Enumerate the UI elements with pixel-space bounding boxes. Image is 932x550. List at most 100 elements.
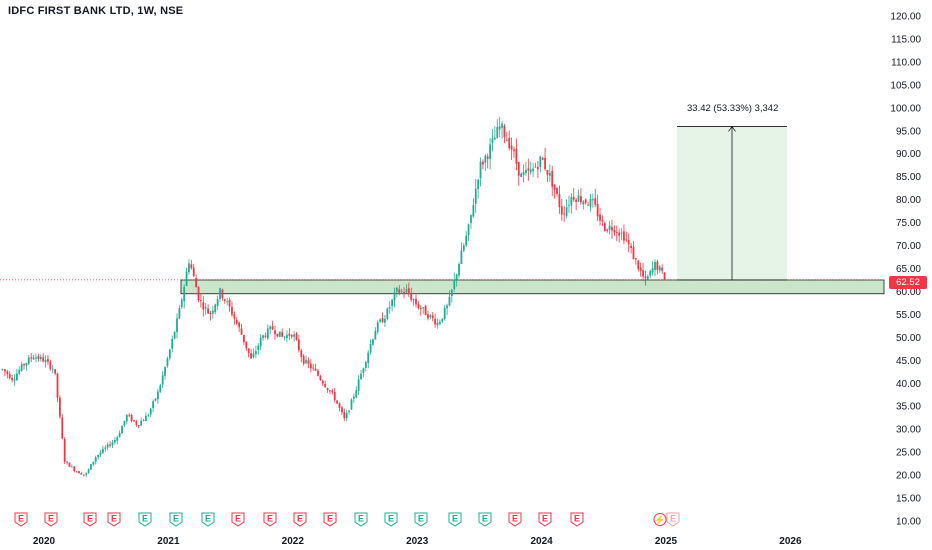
candle-body xyxy=(362,368,365,373)
earnings-event-icon[interactable]: E xyxy=(201,512,215,527)
candle-body xyxy=(42,357,45,362)
candle-body xyxy=(484,155,487,163)
candle-body xyxy=(73,466,76,472)
candle-body xyxy=(410,293,413,300)
candle-body xyxy=(149,408,152,415)
candle-body xyxy=(594,198,597,205)
candle-body xyxy=(264,335,267,337)
candle-body xyxy=(520,173,523,177)
candle-body xyxy=(577,195,580,202)
candle-body xyxy=(493,137,496,140)
candle-body xyxy=(606,229,609,231)
svg-text:E: E xyxy=(142,514,148,524)
candle-body xyxy=(379,319,382,322)
candle-body xyxy=(245,341,248,349)
events-row[interactable]: E E E E E E E E E E E E E E E E E E E ⚡ E xyxy=(14,512,680,527)
candle-body xyxy=(314,368,317,371)
candle-body xyxy=(326,388,329,390)
candle-body xyxy=(295,333,298,340)
candle-body xyxy=(419,308,422,310)
candle-body xyxy=(94,457,97,462)
candle-body xyxy=(147,414,150,416)
candle-body xyxy=(44,360,47,363)
candle-body xyxy=(649,270,652,276)
earnings-event-icon[interactable]: E xyxy=(169,512,183,527)
candle-body xyxy=(634,258,637,260)
candle-body xyxy=(252,353,255,358)
y-tick-label: 10.00 xyxy=(896,517,921,528)
y-tick-label: 50.00 xyxy=(896,333,921,344)
earnings-event-icon[interactable]: E xyxy=(323,512,337,527)
candle-body xyxy=(560,206,563,215)
candle-body xyxy=(164,367,166,376)
candle-body xyxy=(472,204,475,217)
measure-tool-layer[interactable] xyxy=(677,125,787,281)
x-tick-label: 2022 xyxy=(282,536,305,547)
candle-body xyxy=(434,318,437,325)
candle-body xyxy=(443,308,446,320)
earnings-event-icon[interactable]: E xyxy=(478,512,492,527)
candle-body xyxy=(202,302,205,310)
earnings-event-icon[interactable]: E xyxy=(263,512,277,527)
earnings-event-icon[interactable]: E xyxy=(538,512,552,527)
candle-body xyxy=(613,229,616,233)
earnings-event-icon[interactable]: E xyxy=(570,512,584,527)
candle-body xyxy=(39,356,42,360)
candle-body xyxy=(243,334,245,343)
earnings-event-icon[interactable]: E xyxy=(448,512,462,527)
earnings-event-icon[interactable]: E xyxy=(384,512,398,527)
candle-body xyxy=(307,360,310,364)
earnings-event-icon[interactable]: E xyxy=(666,512,680,527)
candle-body xyxy=(400,290,403,292)
candle-body xyxy=(266,328,269,339)
candle-body xyxy=(54,369,57,374)
candle-body xyxy=(302,355,305,364)
candle-body xyxy=(386,308,389,320)
candle-body xyxy=(288,333,291,336)
earnings-event-icon[interactable]: E xyxy=(414,512,428,527)
candle-body xyxy=(343,412,346,419)
earnings-event-icon[interactable]: E xyxy=(231,512,245,527)
candle-body xyxy=(238,322,241,328)
earnings-event-icon[interactable]: E xyxy=(83,512,97,527)
earnings-event-icon[interactable]: E xyxy=(354,512,368,527)
svg-text:E: E xyxy=(173,514,179,524)
candle-body xyxy=(152,401,155,408)
candle-body xyxy=(128,415,131,417)
y-tick-label: 30.00 xyxy=(896,425,921,436)
support-zone-rect[interactable] xyxy=(180,279,885,295)
earnings-event-icon[interactable]: E xyxy=(44,512,58,527)
candle-body xyxy=(329,390,331,392)
candle-body xyxy=(637,260,640,270)
candle-body xyxy=(35,357,37,359)
earnings-event-icon[interactable]: E xyxy=(293,512,307,527)
candle-body xyxy=(369,344,372,353)
earnings-event-icon[interactable]: E xyxy=(138,512,152,527)
y-tick-label: 40.00 xyxy=(896,379,921,390)
price-axis[interactable]: 10.00 15.00 20.00 25.00 30.00 35.00 40.00 45.00… xyxy=(890,12,921,528)
y-tick-label: 20.00 xyxy=(896,471,921,482)
candle-body xyxy=(599,214,601,221)
candle-body xyxy=(121,426,123,434)
candle-body xyxy=(632,247,635,260)
svg-text:E: E xyxy=(297,514,303,524)
candle-body xyxy=(582,201,585,205)
split-event-icon[interactable]: ⚡ xyxy=(653,513,667,527)
time-axis[interactable]: 2020 2021 2022 2023 2024 2025 2026 xyxy=(33,536,802,547)
candle-body xyxy=(395,287,398,292)
earnings-event-icon[interactable]: E xyxy=(107,512,121,527)
candle-body xyxy=(539,156,542,168)
candle-body xyxy=(462,245,465,251)
candle-body xyxy=(498,126,501,130)
candle-body xyxy=(116,437,119,441)
candle-body xyxy=(541,158,544,160)
candle-body xyxy=(474,188,477,204)
candle-body xyxy=(372,339,374,345)
candle-body xyxy=(479,161,482,179)
candle-body xyxy=(102,448,104,453)
candle-body xyxy=(125,414,128,422)
candle-body xyxy=(467,224,470,236)
earnings-event-icon[interactable]: E xyxy=(508,512,522,527)
earnings-event-icon[interactable]: E xyxy=(14,512,28,527)
